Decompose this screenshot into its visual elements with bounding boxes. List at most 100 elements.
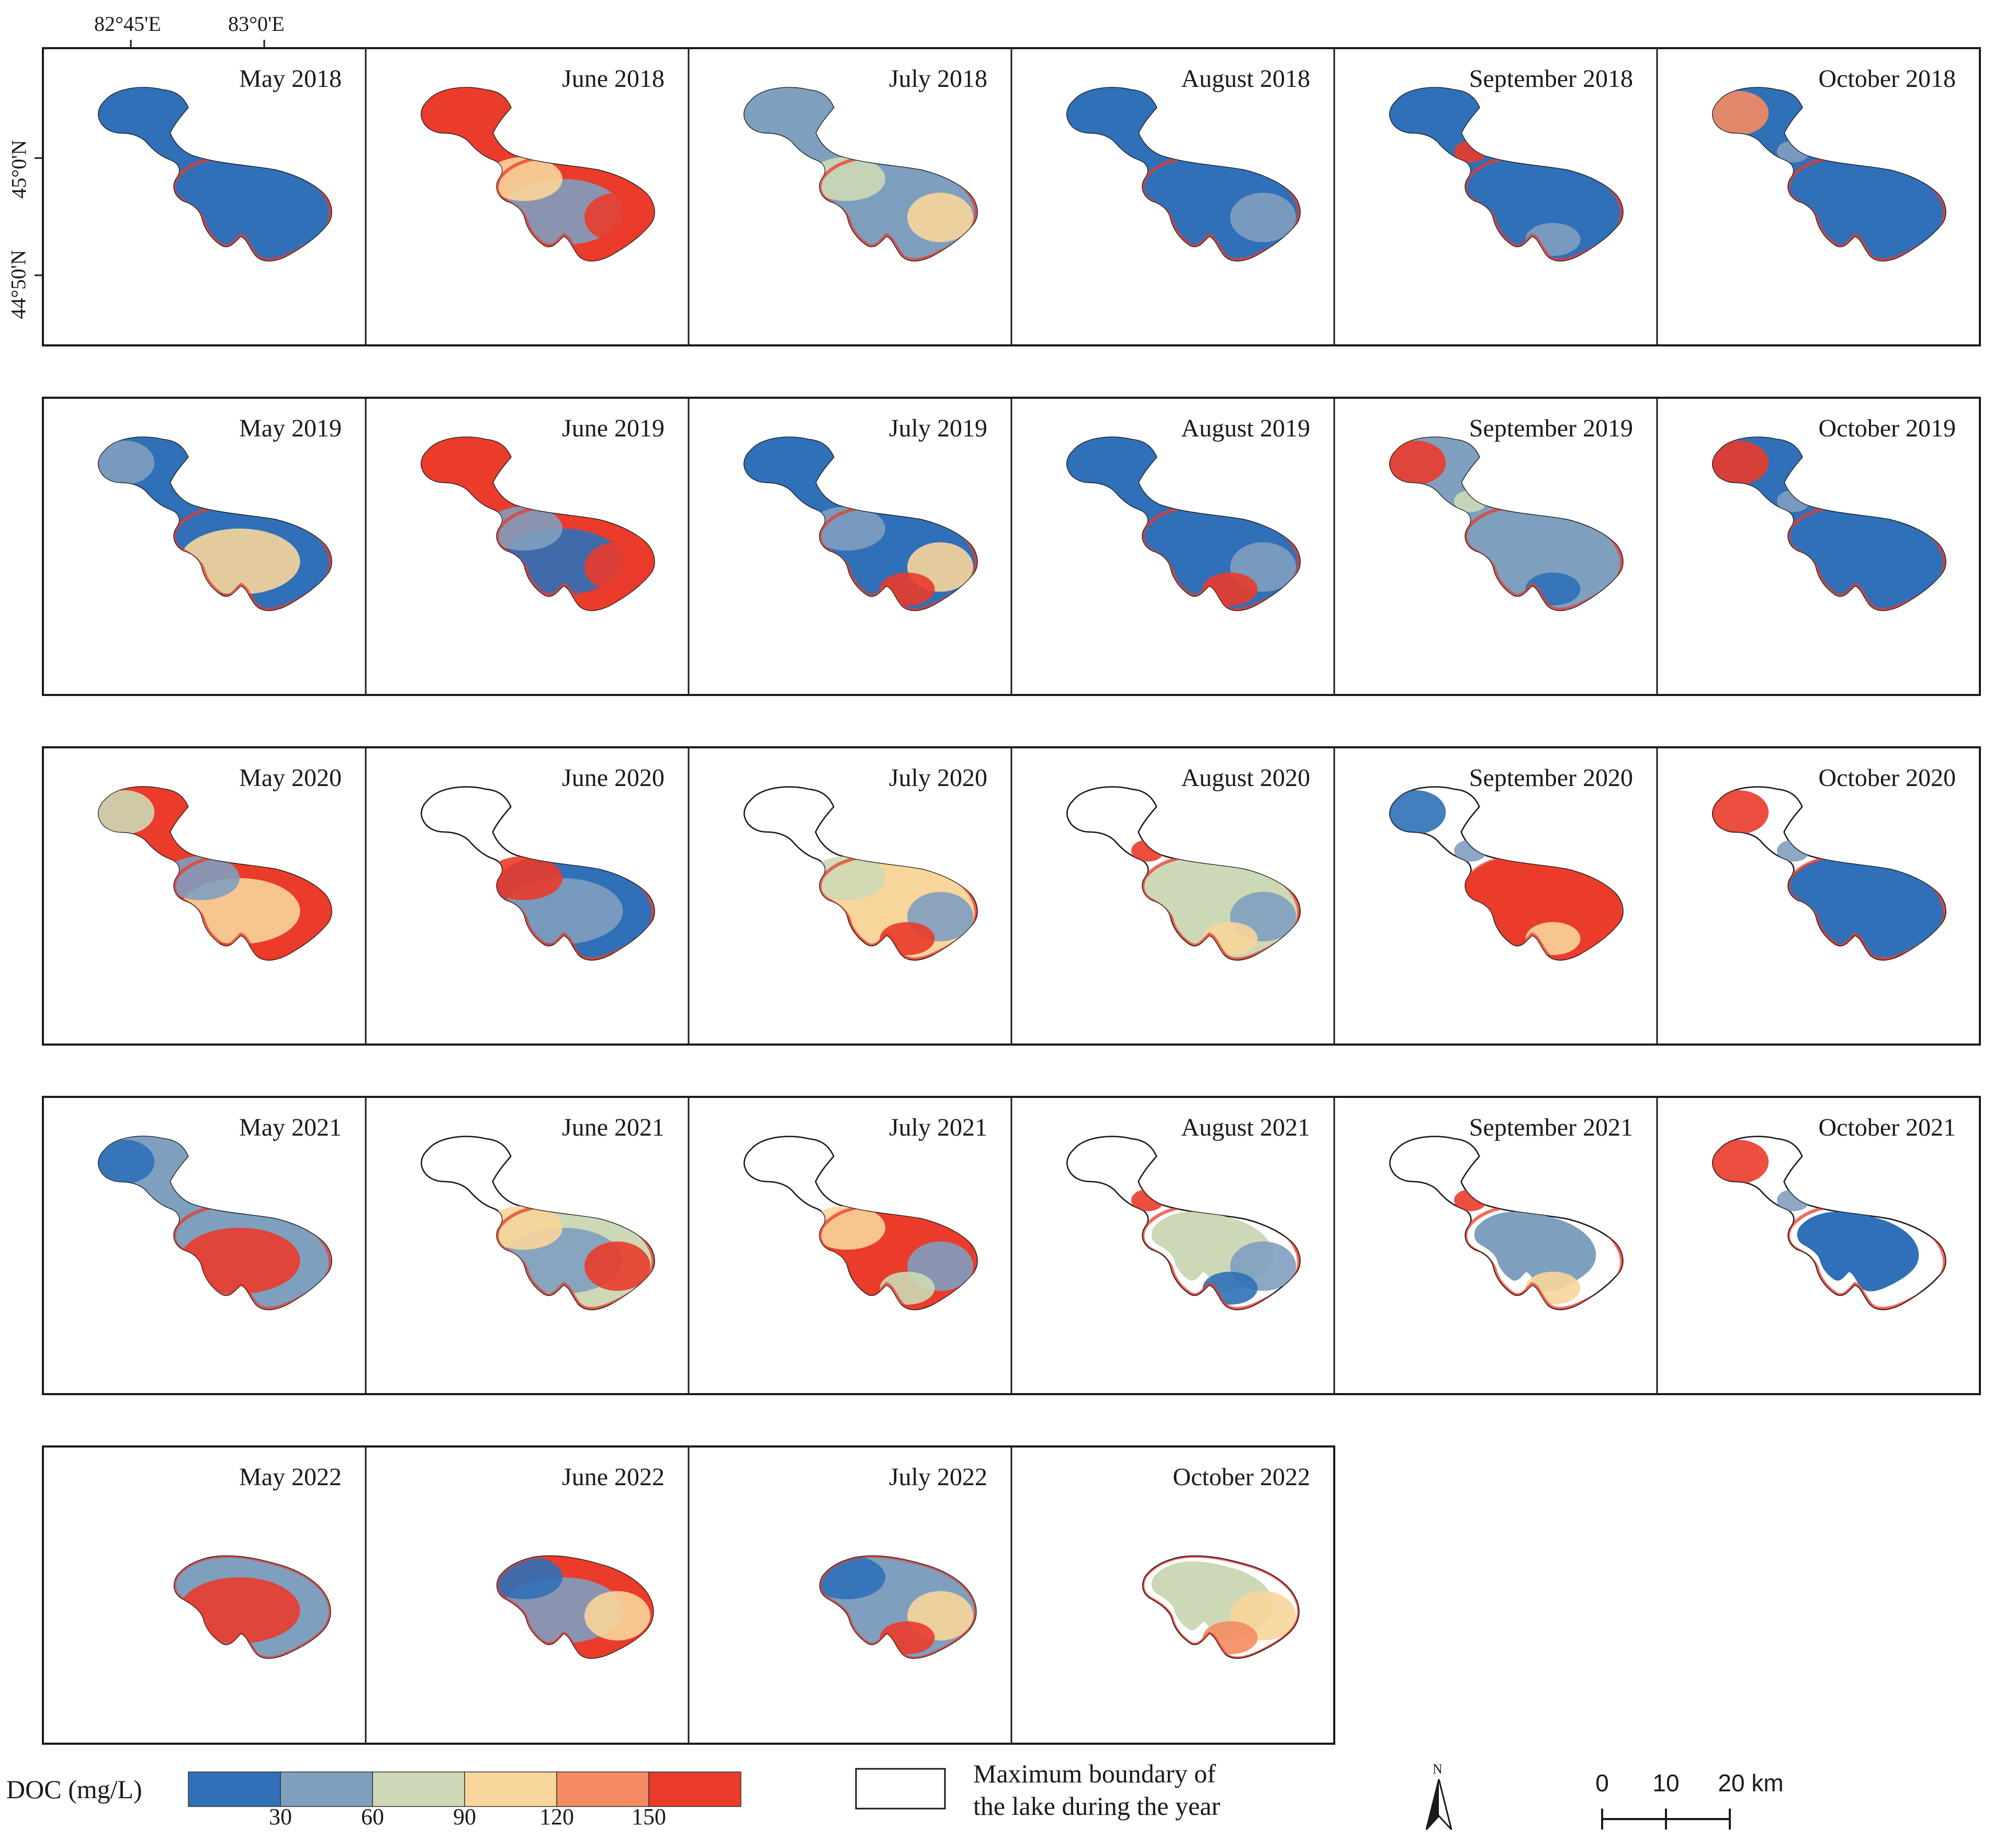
doc-class-patch — [486, 507, 562, 551]
doc-class-patch — [497, 1556, 562, 1599]
panel-label: June 2020 — [562, 764, 665, 792]
doc-class-patch — [179, 1228, 300, 1294]
doc-class-patch — [880, 573, 935, 605]
doc-class-patch — [1713, 440, 1769, 485]
map-panel: August 2019 — [1010, 398, 1310, 695]
map-panel: June 2019 — [365, 398, 665, 695]
doc-class-patch — [808, 157, 885, 201]
lake-water-doc — [98, 87, 332, 261]
doc-class-patch — [1143, 1556, 1164, 1561]
doc-class-patch — [1390, 440, 1446, 485]
doc-class-patch — [1390, 790, 1446, 834]
legend-color-box — [280, 1771, 373, 1807]
doc-class-patch — [94, 1489, 155, 1533]
panel-label: August 2020 — [1181, 764, 1310, 792]
map-panel: May 2021 — [98, 1114, 342, 1310]
map-panel: May 2019 — [98, 414, 342, 611]
lake-water-doc — [1390, 87, 1623, 261]
panel-label: July 2018 — [889, 65, 987, 93]
map-panel: June 2018 — [365, 48, 665, 345]
map-panel: October 2019 — [1656, 398, 1956, 695]
map-panel: July 2022 — [688, 1446, 987, 1744]
panel-label: October 2020 — [1818, 764, 1956, 792]
doc-class-patch — [1525, 573, 1581, 605]
panel-label: October 2022 — [1173, 1463, 1310, 1491]
latitude-label-2: 44°50'N — [6, 250, 30, 319]
map-panel: July 2019 — [688, 398, 987, 695]
longitude-label-1: 82°45'E — [94, 12, 161, 36]
lake-water-doc — [1797, 1211, 1919, 1292]
panel-label: October 2018 — [1818, 65, 1956, 93]
doc-class-patch — [1713, 1139, 1769, 1184]
legend-tick-120: 120 — [539, 1804, 574, 1830]
panel-label: October 2021 — [1818, 1114, 1956, 1141]
doc-class-patch — [584, 542, 650, 592]
map-panel: September 2018 — [1333, 48, 1633, 345]
panel-label: July 2019 — [889, 414, 987, 442]
panel-label: October 2019 — [1818, 414, 1956, 442]
doc-class-patch — [808, 856, 885, 900]
map-panel: September 2021 — [1333, 1097, 1633, 1394]
scale-label-0: 0 — [1595, 1769, 1609, 1797]
legend-color-box — [648, 1771, 741, 1807]
panel-label: May 2020 — [239, 764, 342, 792]
legend-tick-30: 30 — [269, 1804, 292, 1830]
doc-class-patch — [486, 157, 562, 201]
panel-label: June 2018 — [562, 65, 665, 93]
boundary-legend-label-1: Maximum boundary of — [973, 1759, 1216, 1788]
doc-class-patch — [820, 1556, 885, 1599]
legend-color-box — [188, 1771, 281, 1807]
doc-class-patch — [584, 193, 650, 242]
panel-label: September 2018 — [1469, 65, 1633, 93]
panel-label: May 2019 — [239, 414, 342, 442]
doc-class-patch — [584, 1241, 650, 1291]
map-panel: July 2020 — [688, 747, 987, 1045]
panel-label: September 2020 — [1469, 764, 1633, 792]
doc-class-patch — [486, 1206, 562, 1250]
map-panel: May 2020 — [98, 764, 342, 961]
doc-class-patch — [584, 1591, 650, 1641]
map-panel: June 2020 — [365, 747, 665, 1045]
doc-class-patch — [1230, 193, 1296, 242]
doc-class-patch — [907, 193, 973, 242]
north-arrow-label: N — [1433, 1762, 1443, 1777]
doc-class-patch — [163, 856, 240, 900]
panel-label: September 2019 — [1469, 414, 1633, 442]
panel-label: June 2019 — [562, 414, 665, 442]
map-panel: July 2021 — [688, 1097, 987, 1394]
doc-class-patch — [880, 1621, 935, 1654]
map-panel: October 2018 — [1656, 48, 1956, 345]
panel-label: May 2018 — [239, 65, 342, 93]
panel-label: July 2022 — [889, 1463, 987, 1491]
doc-class-patch — [98, 1139, 155, 1184]
doc-class-patch — [1202, 1621, 1258, 1654]
panel-label: July 2020 — [889, 764, 987, 792]
legend-title: DOC (mg/L) — [6, 1775, 142, 1804]
doc-class-patch — [179, 529, 300, 594]
panel-label: August 2021 — [1181, 1114, 1310, 1141]
map-panel: October 2020 — [1656, 747, 1956, 1045]
doc-class-patch — [1713, 790, 1769, 834]
boundary-legend-label-2: the lake during the year — [973, 1791, 1221, 1821]
panel-label: June 2021 — [562, 1114, 665, 1141]
panel-label: June 2022 — [562, 1463, 665, 1491]
doc-class-patch — [808, 1206, 885, 1250]
panel-label: May 2022 — [239, 1463, 342, 1491]
legend-color-box — [372, 1771, 465, 1807]
doc-class-patch — [1202, 573, 1258, 605]
scale-label-20: 20 km — [1718, 1769, 1784, 1797]
doc-class-patch — [98, 790, 155, 834]
map-panel: September 2019 — [1333, 398, 1633, 695]
legend-color-box — [556, 1771, 649, 1807]
doc-class-patch — [1525, 223, 1581, 256]
latitude-label-1: 45°0'N — [7, 140, 31, 199]
boundary-legend-swatch — [855, 1768, 946, 1810]
map-panel: October 2022 — [1010, 1446, 1310, 1744]
doc-class-patch — [1713, 91, 1769, 135]
doc-class-patch — [1525, 1272, 1581, 1305]
legend-tick-150: 150 — [632, 1804, 666, 1830]
doc-class-patch — [880, 922, 935, 955]
doc-class-patch — [486, 856, 562, 900]
map-panel: October 2021 — [1656, 1097, 1956, 1394]
